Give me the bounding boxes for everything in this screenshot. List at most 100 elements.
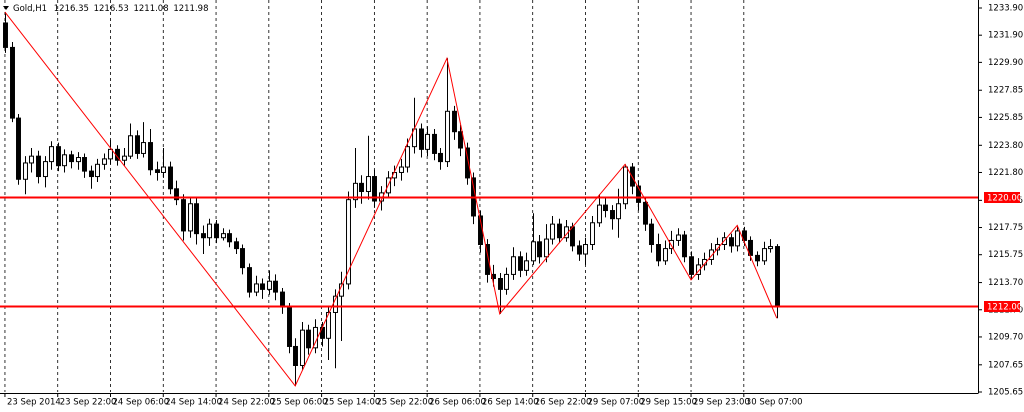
candle-body (676, 234, 681, 241)
candle-body (135, 135, 140, 154)
x-tick-label: 24 Sep 22:00 (218, 398, 275, 408)
candle-body (372, 176, 377, 202)
candle-body (524, 260, 529, 271)
candle-body (16, 117, 21, 180)
candle-body (89, 170, 94, 178)
x-tick-label: 25 Sep 14:00 (324, 398, 381, 408)
candle-body (537, 241, 542, 258)
candle-body (194, 203, 199, 235)
candle-body (498, 277, 503, 290)
candle-body (550, 223, 555, 240)
candle-body (168, 166, 173, 190)
candle-body (636, 185, 641, 203)
candle-body (254, 283, 259, 293)
candle-body (207, 223, 212, 239)
x-tick-label: 23 Sep 2014 (7, 398, 61, 408)
candle-body (742, 230, 747, 241)
candle-body (649, 223, 654, 246)
candle-body (405, 146, 410, 168)
y-tick-label: 1231.90 (988, 31, 1023, 41)
candle-body (161, 166, 166, 173)
x-tick-label: 24 Sep 14:00 (165, 398, 222, 408)
candle-body (438, 152, 443, 163)
candle-body (445, 110, 450, 163)
x-tick-label: 29 Sep 23:00 (693, 398, 750, 408)
y-tick-label: 1229.90 (988, 58, 1023, 68)
y-tick-label: 1223.80 (988, 141, 1023, 151)
candle-body (583, 244, 588, 255)
candle-body (656, 244, 661, 262)
x-tick-label: 25 Sep 22:00 (376, 398, 433, 408)
candle-body (188, 203, 193, 232)
candle-body (56, 146, 61, 167)
candle-body (366, 176, 371, 193)
high: 1216.53 (94, 4, 129, 14)
candle-body (155, 169, 160, 173)
level-label: 1220.00 (987, 194, 1022, 204)
candle-body (590, 222, 595, 246)
candle-body (10, 46, 15, 119)
candle-body (511, 256, 516, 275)
candle-body (755, 254, 760, 262)
candle-body (214, 223, 219, 239)
y-tick-label: 1209.70 (988, 332, 1023, 342)
level-label: 1212.00 (987, 303, 1022, 313)
candle-body (597, 204, 602, 224)
candle-body (709, 249, 714, 260)
candle-body (181, 199, 186, 232)
candle-body (69, 154, 74, 163)
candle-body (122, 155, 127, 161)
candle-body (610, 210, 615, 220)
candle-body (128, 135, 133, 157)
candle-body (504, 273, 509, 290)
candle-body (3, 22, 8, 48)
candle-body (240, 248, 245, 269)
candle-body (95, 163, 100, 178)
candle-body (23, 162, 28, 180)
candle-body (174, 188, 179, 201)
candle-body (623, 166, 628, 205)
candle-body (696, 264, 701, 275)
y-tick-label: 1221.80 (988, 168, 1023, 178)
candle-body (108, 148, 113, 160)
candle-body (201, 233, 206, 239)
x-tick-label: 26 Sep 06:00 (429, 398, 486, 408)
x-tick-label: 23 Sep 22:00 (60, 398, 117, 408)
y-tick-label: 1233.90 (988, 4, 1023, 14)
candle-body (419, 128, 424, 150)
candle-body (399, 166, 404, 173)
candle-body (577, 245, 582, 255)
candle-body (293, 345, 298, 366)
candle-body (247, 267, 252, 293)
candle-body (531, 241, 536, 262)
candle-body (36, 155, 41, 178)
candle-body (762, 248, 767, 262)
candle-body (735, 230, 740, 247)
level-label-box (984, 301, 1020, 312)
candle-body (221, 233, 226, 239)
candle-body (49, 146, 54, 163)
candle-body (82, 157, 87, 172)
y-tick-label: 1213.70 (988, 278, 1023, 288)
candle-body (485, 244, 490, 275)
menu-arrow[interactable] (3, 6, 9, 10)
candle-body (729, 237, 734, 247)
candle-body (715, 244, 720, 251)
candle-body (458, 131, 463, 149)
candle-body (326, 311, 331, 339)
close: 1211.98 (173, 4, 208, 14)
open: 1216.35 (54, 4, 89, 14)
candle-body (689, 256, 694, 275)
candle-body (465, 147, 470, 179)
candle-body (775, 246, 780, 307)
y-tick-label: 1207.65 (988, 360, 1023, 370)
candle-body (260, 283, 265, 290)
x-tick-label: 25 Sep 06:00 (271, 398, 328, 408)
plot (0, 11, 978, 387)
candle-body (141, 142, 146, 154)
zigzag-line (4, 11, 778, 387)
x-tick-label: 26 Sep 14:00 (482, 398, 539, 408)
